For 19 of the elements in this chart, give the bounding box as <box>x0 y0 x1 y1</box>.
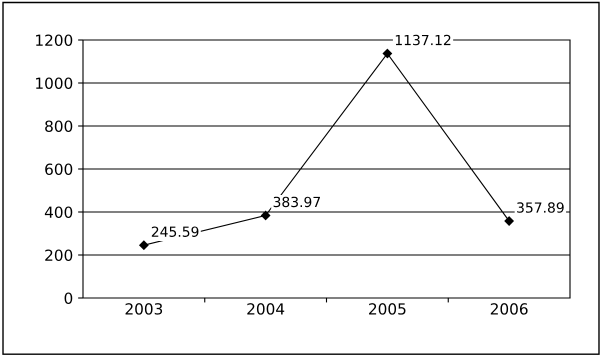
x-tick-label: 2006 <box>490 303 528 315</box>
data-label: 357.89 <box>517 202 564 213</box>
data-label: 1137.12 <box>396 34 450 46</box>
point <box>504 216 514 226</box>
data-label: 245.59 <box>152 226 198 237</box>
x-tick-label: 2003 <box>126 303 162 315</box>
point <box>139 240 148 250</box>
point <box>261 210 270 220</box>
point <box>382 48 392 58</box>
y-tick-label: 800 <box>45 120 72 132</box>
y-tick-label: 1000 <box>36 77 72 90</box>
y-tick-label: 0 <box>64 292 72 304</box>
y-tick-label: 200 <box>45 249 72 262</box>
y-tick-label: 600 <box>45 163 72 176</box>
x-tick-label: 2004 <box>247 303 284 315</box>
x-tick-label: 2005 <box>369 303 406 315</box>
y-tick-label: 400 <box>44 206 72 218</box>
data-label: 383.97 <box>274 196 320 208</box>
y-tick-label: 1200 <box>36 34 72 46</box>
